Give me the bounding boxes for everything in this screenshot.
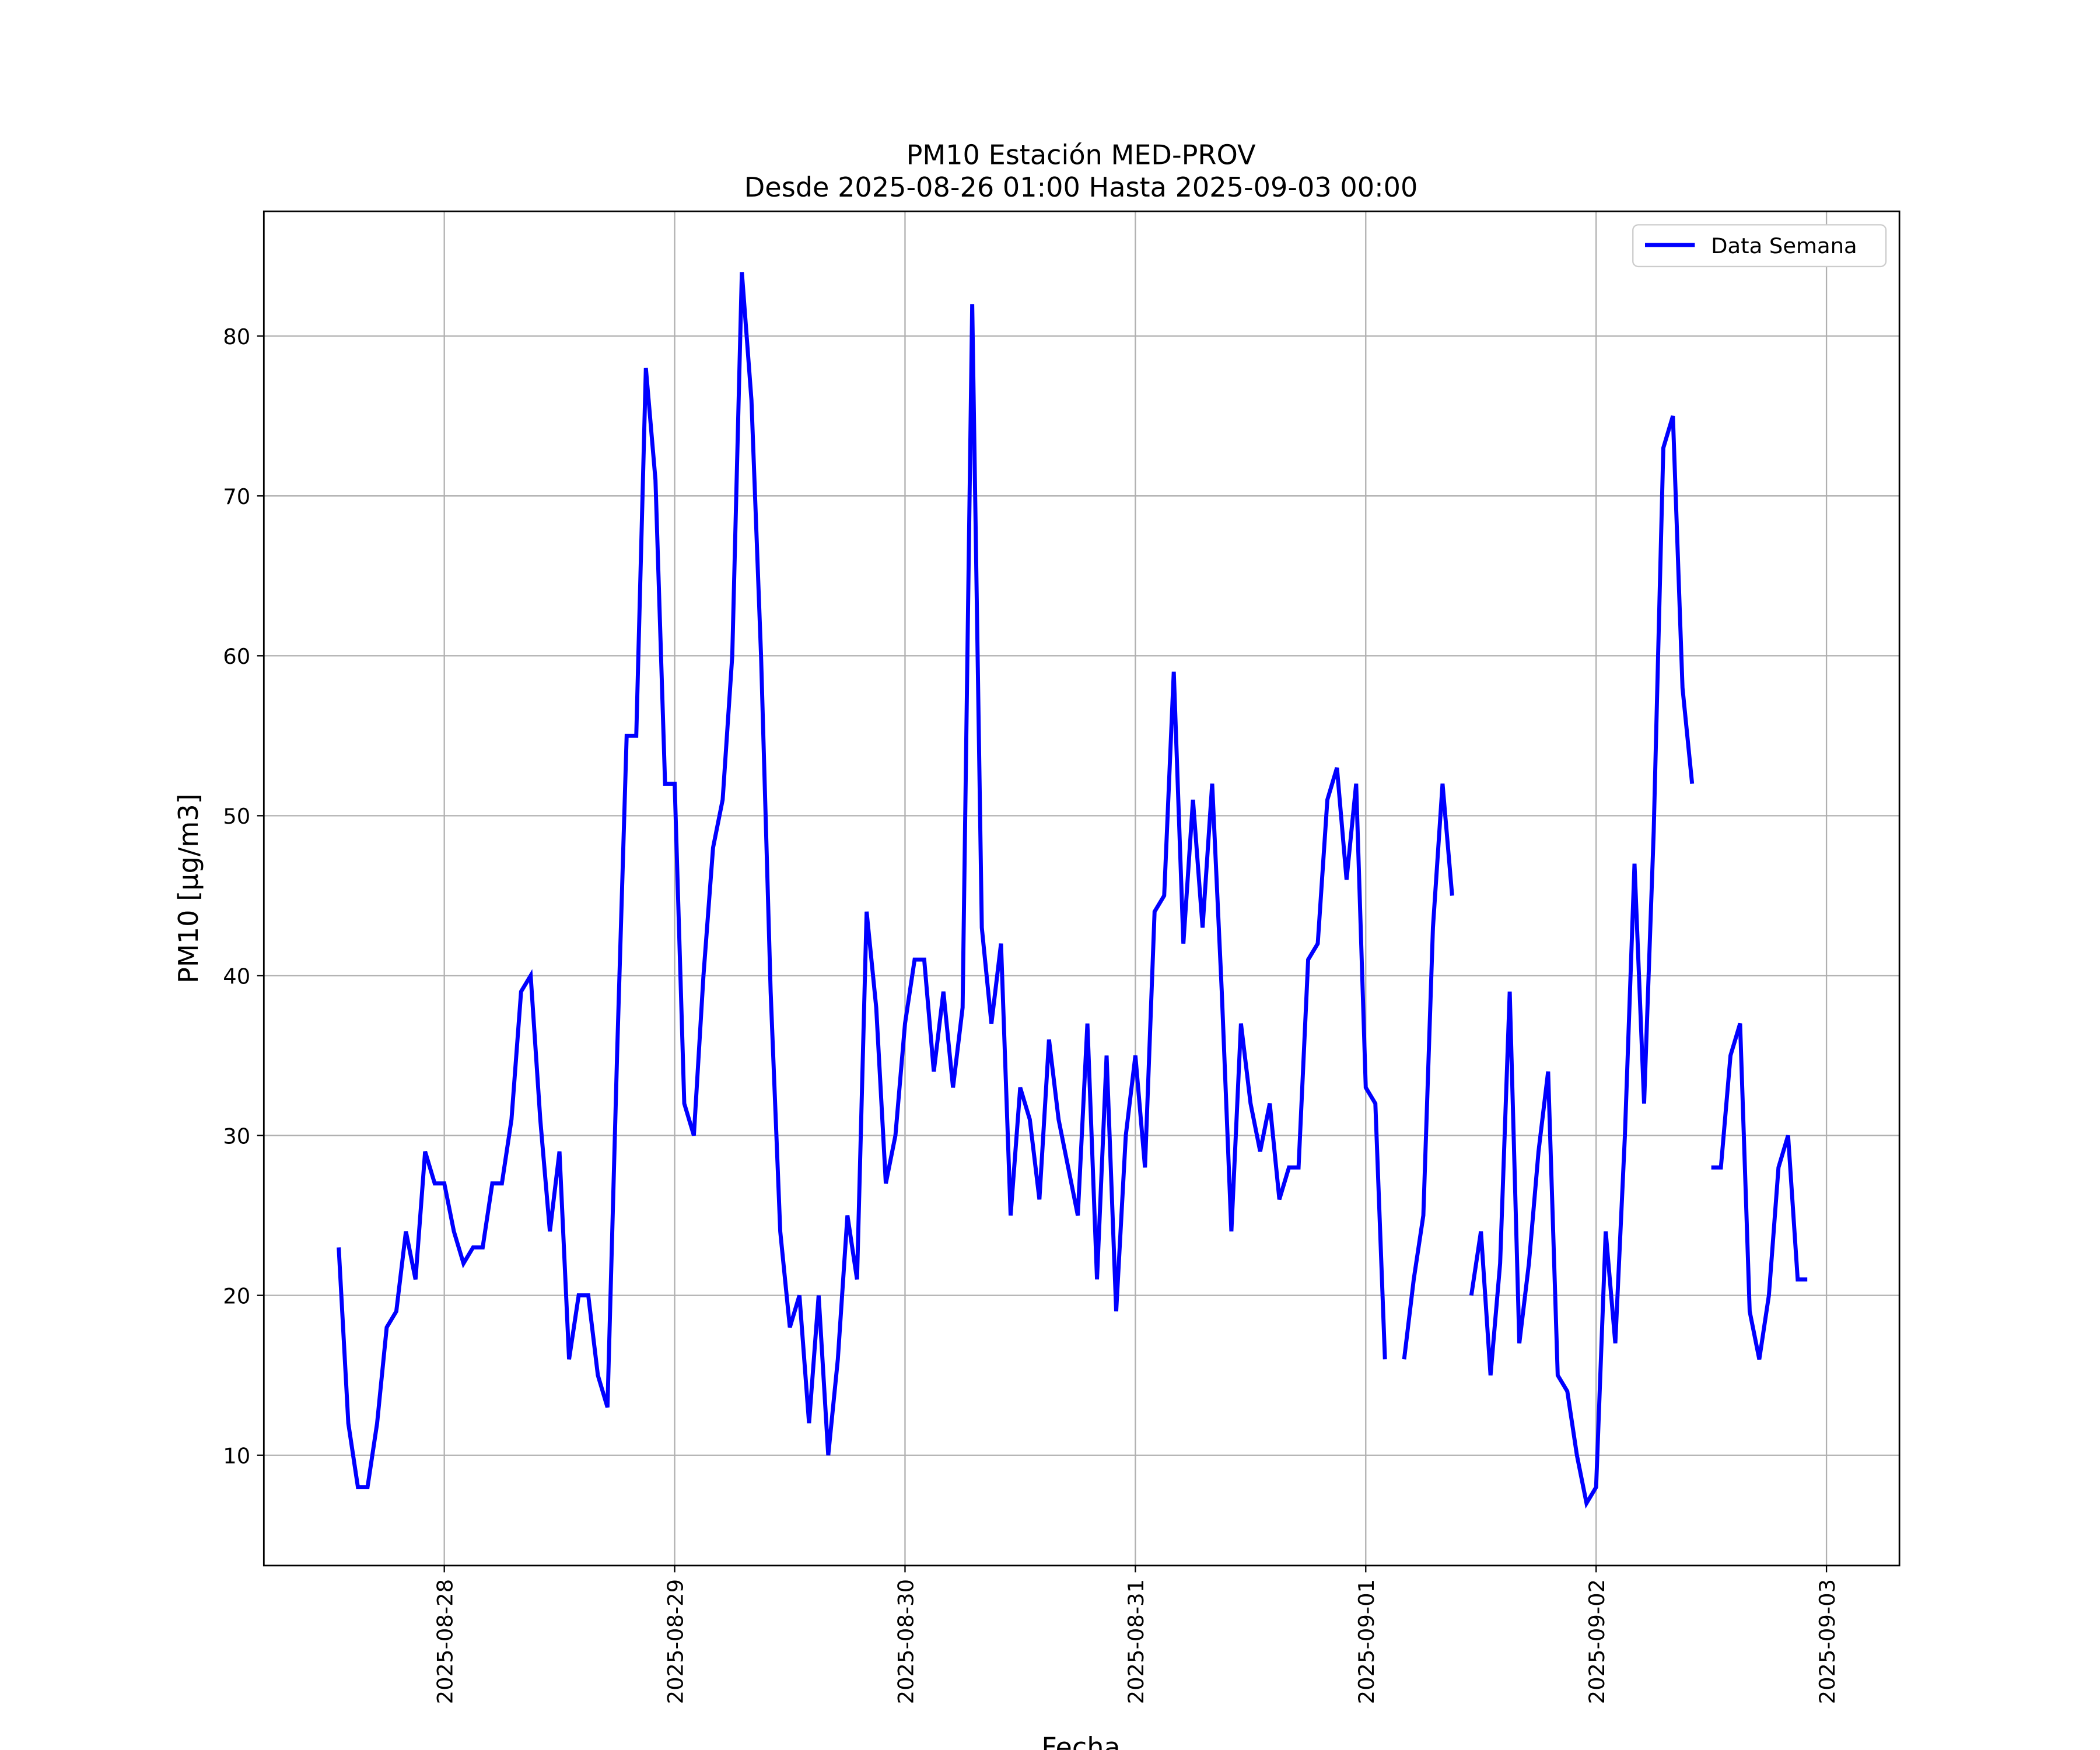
y-tick-label: 40: [223, 964, 250, 989]
x-tick-label: 2025-09-02: [1584, 1579, 1609, 1704]
plot-frame: [262, 210, 1901, 1567]
x-tick-label: 2025-08-31: [1124, 1579, 1149, 1704]
chart-title: PM10 Estación MED-PROV: [907, 139, 1256, 171]
data-line: [1469, 415, 1695, 1509]
x-tick-label: 2025-08-30: [893, 1579, 918, 1704]
x-tick-label: 2025-09-01: [1354, 1579, 1379, 1704]
legend-box: [1632, 224, 1887, 268]
legend-label: Data Semana: [1711, 233, 1857, 258]
y-tick-label: 10: [223, 1444, 250, 1469]
y-tick-label: 70: [223, 484, 250, 509]
y-tick-label: 80: [223, 324, 250, 349]
x-tick-label: 2025-09-03: [1815, 1579, 1840, 1704]
x-tick-label: 2025-08-28: [432, 1579, 457, 1704]
y-axis-label: PM10 [μg/m3]: [173, 793, 204, 984]
x-axis-label: Fecha: [1041, 1732, 1120, 1750]
legend: Data Semana: [1632, 224, 1887, 268]
y-tick-label: 30: [223, 1124, 250, 1149]
y-tick-label: 20: [223, 1283, 250, 1308]
x-tick-label: 2025-08-29: [663, 1579, 688, 1704]
data-line: [337, 272, 1387, 1489]
y-tick-label: 60: [223, 644, 250, 669]
y-tick-label: 50: [223, 804, 250, 829]
data-line: [1402, 783, 1454, 1360]
data-line: [1711, 1023, 1808, 1360]
chart-subtitle: Desde 2025-08-26 01:00 Hasta 2025-09-03 …: [744, 172, 1418, 203]
